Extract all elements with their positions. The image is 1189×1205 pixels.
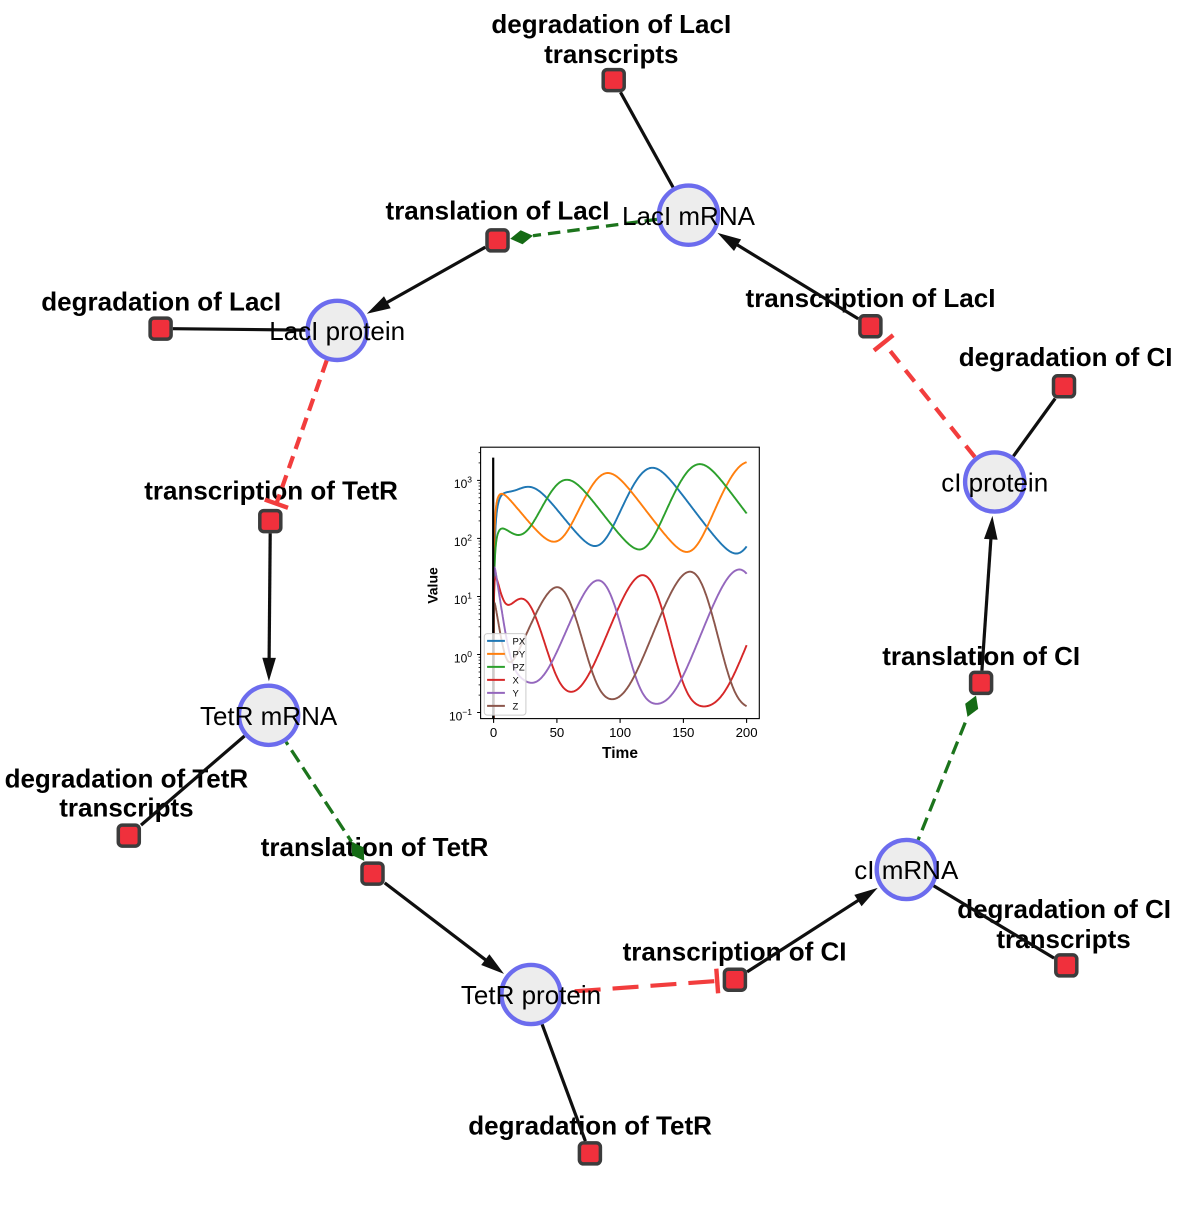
svg-text:translation of LacI: translation of LacI xyxy=(386,196,610,226)
svg-text:degradation of LacI: degradation of LacI xyxy=(41,287,281,317)
svg-text:Z: Z xyxy=(513,701,519,712)
svg-text:degradation of CI: degradation of CI xyxy=(957,894,1171,924)
svg-text:cI mRNA: cI mRNA xyxy=(854,855,959,885)
svg-text:degradation of TetR: degradation of TetR xyxy=(468,1111,712,1141)
svg-text:degradation of TetR: degradation of TetR xyxy=(5,764,249,794)
svg-text:150: 150 xyxy=(672,725,694,740)
svg-text:0: 0 xyxy=(490,725,497,740)
svg-text:102: 102 xyxy=(454,533,472,550)
svg-text:Value: Value xyxy=(425,567,441,604)
svg-text:100: 100 xyxy=(609,725,631,740)
svg-text:LacI mRNA: LacI mRNA xyxy=(622,201,756,231)
svg-text:X: X xyxy=(513,675,520,686)
svg-text:TetR mRNA: TetR mRNA xyxy=(200,701,338,731)
svg-text:transcripts: transcripts xyxy=(544,39,678,69)
svg-text:cI protein: cI protein xyxy=(941,468,1048,498)
svg-text:101: 101 xyxy=(454,591,472,608)
svg-text:Time: Time xyxy=(602,745,638,762)
svg-text:Y: Y xyxy=(513,688,520,699)
svg-text:degradation of CI: degradation of CI xyxy=(959,342,1173,372)
svg-text:degradation of LacI: degradation of LacI xyxy=(491,9,731,39)
svg-text:50: 50 xyxy=(550,725,565,740)
svg-text:LacI protein: LacI protein xyxy=(269,316,405,346)
svg-text:TetR protein: TetR protein xyxy=(461,980,601,1010)
svg-text:103: 103 xyxy=(454,475,472,492)
svg-text:200: 200 xyxy=(736,725,758,740)
svg-text:transcripts: transcripts xyxy=(996,924,1130,954)
svg-text:PY: PY xyxy=(513,649,526,660)
svg-text:translation of TetR: translation of TetR xyxy=(261,832,489,862)
svg-text:10−1: 10−1 xyxy=(449,707,472,724)
svg-text:PX: PX xyxy=(513,636,526,647)
svg-text:transcription of LacI: transcription of LacI xyxy=(746,283,996,313)
svg-text:100: 100 xyxy=(454,649,472,666)
svg-text:PZ: PZ xyxy=(513,662,525,673)
svg-text:transcription of CI: transcription of CI xyxy=(623,937,847,967)
